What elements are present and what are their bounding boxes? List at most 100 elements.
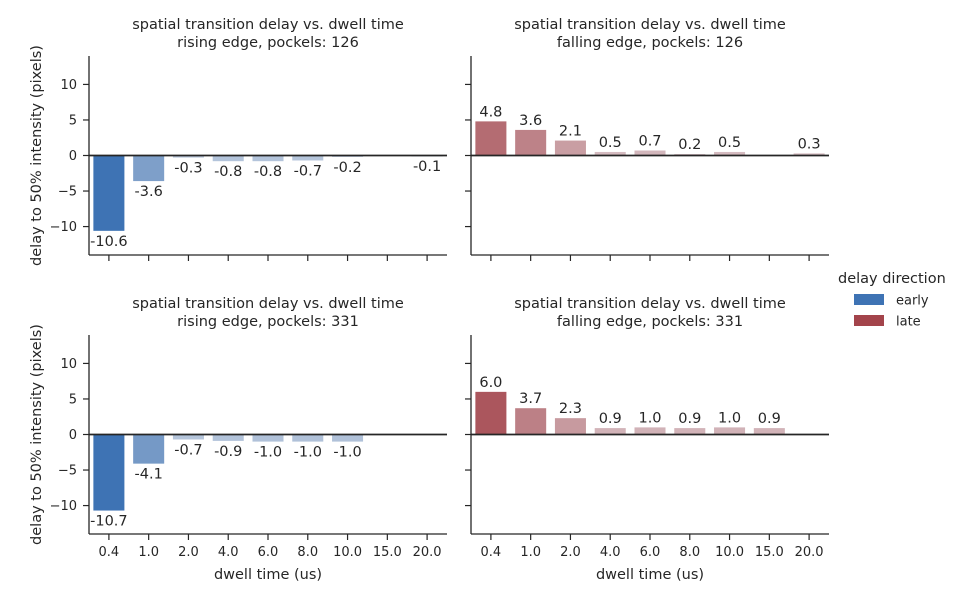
x-tick-label: 0.4 [99, 545, 120, 560]
x-axis-label: dwell time (us) [596, 567, 704, 583]
legend-swatch-early [854, 294, 884, 305]
y-axis-label: delay to 50% intensity (pixels) [29, 324, 45, 545]
data-label: -1.0 [333, 445, 361, 461]
data-label: -0.8 [254, 164, 282, 180]
data-label: -1.0 [254, 445, 282, 461]
data-label: 0.7 [638, 134, 661, 150]
x-tick-label: 6.0 [640, 545, 661, 560]
y-tick-label: −10 [50, 499, 77, 514]
data-label: 0.5 [718, 135, 741, 151]
bar-4.0 [594, 428, 626, 435]
y-tick-label: 10 [60, 357, 77, 372]
x-axis-label: dwell time (us) [214, 567, 322, 583]
x-tick-label: 8.0 [297, 545, 318, 560]
data-label: 1.0 [718, 410, 741, 426]
data-label: 0.3 [798, 136, 821, 152]
data-label: 0.9 [599, 411, 622, 427]
legend: delay direction early late [838, 271, 946, 330]
bar-8.0 [292, 434, 324, 442]
data-label: 4.8 [479, 104, 502, 120]
y-tick-label: 0 [69, 149, 77, 164]
bar-1.0 [515, 129, 547, 156]
bar-6.0 [634, 427, 666, 435]
data-label: 0.5 [599, 135, 622, 151]
bar-0.4 [475, 121, 507, 156]
x-tick-label: 10.0 [715, 545, 744, 560]
panel-title: spatial transition delay vs. dwell time f… [514, 296, 786, 330]
bar-2.0 [172, 434, 204, 440]
data-label: -10.6 [90, 234, 128, 250]
panel-2: spatial transition delay vs. dwell time f… [465, 17, 829, 261]
bar-15.0 [753, 428, 785, 435]
y-tick-label: −5 [58, 464, 77, 479]
x-tick-label: 10.0 [333, 545, 362, 560]
bar-10.0 [332, 434, 364, 442]
bar-1.0 [515, 408, 547, 435]
bar-10.0 [714, 427, 746, 435]
y-tick-label: −5 [58, 185, 77, 200]
bar-0.4 [93, 155, 125, 231]
data-label: -10.7 [90, 514, 128, 530]
bar-20.0 [793, 153, 825, 156]
bar-8.0 [674, 428, 706, 435]
bar-2.0 [554, 140, 586, 156]
data-label: 0.2 [678, 137, 701, 153]
data-label: 6.0 [479, 375, 502, 391]
legend-swatch-late [854, 315, 884, 326]
x-tick-label: 20.0 [795, 545, 824, 560]
bar-1.0 [133, 155, 165, 182]
bar-10.0 [714, 151, 746, 156]
y-tick-label: −10 [50, 220, 77, 235]
data-label: -0.7 [174, 442, 202, 458]
panel-4: spatial transition delay vs. dwell time f… [465, 296, 829, 583]
bar-6.0 [252, 155, 284, 162]
panel-3: spatial transition delay vs. dwell time r… [29, 296, 447, 583]
x-tick-label: 0.4 [481, 545, 502, 560]
data-label: -0.7 [294, 163, 322, 179]
data-label: -4.1 [135, 467, 163, 483]
panel-title: spatial transition delay vs. dwell time r… [132, 17, 404, 51]
legend-title: delay direction [838, 271, 946, 287]
y-tick-label: 5 [69, 392, 77, 407]
data-label: -1.0 [294, 445, 322, 461]
bar-0.4 [475, 391, 507, 435]
legend-label-early: early [896, 294, 929, 309]
x-tick-label: 20.0 [413, 545, 442, 560]
data-label: -0.9 [214, 444, 242, 460]
data-label: -0.2 [333, 160, 361, 176]
panel-title: spatial transition delay vs. dwell time r… [132, 296, 404, 330]
bar-6.0 [252, 434, 284, 442]
bar-0.4 [93, 434, 125, 511]
data-label: -0.8 [214, 164, 242, 180]
data-label: 1.0 [638, 410, 661, 426]
data-label: 0.9 [758, 411, 781, 427]
x-tick-label: 15.0 [373, 545, 402, 560]
bar-2.0 [554, 418, 586, 435]
x-tick-label: 6.0 [258, 545, 279, 560]
y-axis-label: delay to 50% intensity (pixels) [29, 45, 45, 266]
bar-8.0 [292, 155, 324, 161]
x-tick-label: 1.0 [520, 545, 541, 560]
y-tick-label: 0 [69, 428, 77, 443]
bar-4.0 [212, 434, 244, 441]
data-label: -3.6 [135, 184, 163, 200]
bar-1.0 [133, 434, 165, 464]
data-label: 3.7 [519, 391, 542, 407]
bar-6.0 [634, 150, 666, 156]
y-tick-label: 10 [60, 78, 77, 93]
panel-1: spatial transition delay vs. dwell time r… [29, 17, 447, 266]
x-tick-label: 8.0 [679, 545, 700, 560]
x-tick-label: 1.0 [138, 545, 159, 560]
legend-label-late: late [896, 315, 921, 330]
panel-title: spatial transition delay vs. dwell time f… [514, 17, 786, 51]
data-label: 2.1 [559, 124, 582, 140]
bar-2.0 [172, 155, 204, 158]
x-tick-label: 4.0 [218, 545, 239, 560]
bar-4.0 [594, 151, 626, 156]
data-label: 3.6 [519, 113, 542, 129]
bar-4.0 [212, 155, 244, 162]
data-label: -0.1 [413, 159, 441, 175]
x-tick-label: 2.0 [560, 545, 581, 560]
data-label: -0.3 [174, 161, 202, 177]
